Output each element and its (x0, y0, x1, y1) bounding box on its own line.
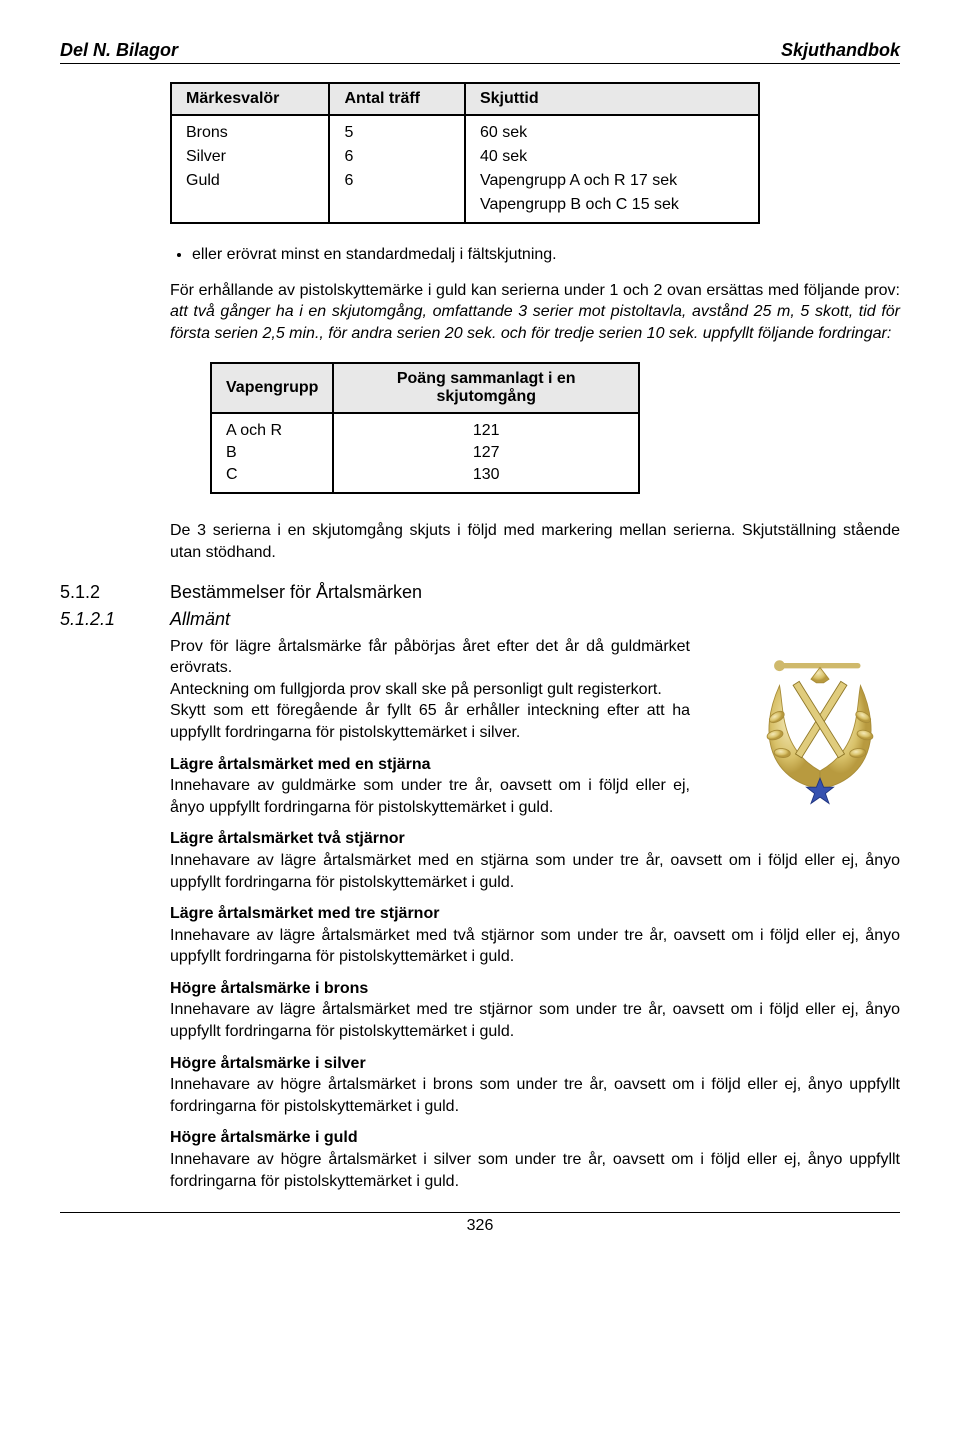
table-row: C 130 (211, 464, 639, 493)
allmant-p2: Anteckning om fullgjorda prov skall ske … (170, 679, 690, 701)
table-row: A och R 121 (211, 413, 639, 442)
t2-h0: Vapengrupp (211, 363, 333, 413)
table-row: B 127 (211, 442, 639, 464)
t1-h2: Skjuttid (465, 83, 759, 115)
paragraph-note: De 3 serierna i en skjutomgång skjuts i … (170, 520, 900, 563)
table-row: Guld 6 Vapengrupp A och R 17 sek (171, 169, 759, 193)
bullet-item: eller erövrat minst en standardmedalj i … (192, 244, 900, 266)
bullet-list: eller erövrat minst en standardmedalj i … (170, 244, 900, 266)
section-5-1-2: 5.1.2 Bestämmelser för Årtalsmärken (60, 582, 900, 603)
table-markesvalor: Märkesvalör Antal träff Skjuttid Brons 5… (170, 82, 760, 224)
heading-guld: Högre årtalsmärke i guld (170, 1127, 900, 1149)
header-left: Del N. Bilagor (60, 40, 178, 61)
page-header: Del N. Bilagor Skjuthandbok (60, 40, 900, 64)
table-vapengrupp: Vapengrupp Poäng sammanlagt i en skjutom… (210, 362, 640, 494)
body-1star: Innehavare av guldmärke som under tre år… (170, 775, 690, 818)
header-right: Skjuthandbok (781, 40, 900, 61)
t2-h1: Poäng sammanlagt i en skjutomgång (333, 363, 639, 413)
section-number: 5.1.2.1 (60, 609, 170, 630)
body-brons: Innehavare av lägre årtalsmärket med tre… (170, 999, 900, 1042)
heading-brons: Högre årtalsmärke i brons (170, 978, 900, 1000)
body-silver: Innehavare av högre årtalsmärket i brons… (170, 1074, 900, 1117)
body-guld: Innehavare av högre årtalsmärket i silve… (170, 1149, 900, 1192)
section-title: Allmänt (170, 609, 900, 630)
heading-3star: Lägre årtalsmärket med tre stjärnor (170, 903, 900, 925)
heading-1star: Lägre årtalsmärket med en stjärna (170, 754, 690, 776)
page-number: 326 (467, 1217, 494, 1234)
badge-image (730, 636, 910, 821)
page-footer: 326 (60, 1212, 900, 1235)
allmant-p3: Skytt som ett föregående år fyllt 65 år … (170, 700, 690, 743)
section-number: 5.1.2 (60, 582, 170, 603)
allmant-p1: Prov för lägre årtalsmärke får påbörjas … (170, 636, 690, 679)
t1-h1: Antal träff (329, 83, 465, 115)
paragraph-prov: För erhållande av pistolskyttemärke i gu… (170, 280, 900, 345)
section-5-1-2-1: 5.1.2.1 Allmänt (60, 609, 900, 630)
heading-2star: Lägre årtalsmärket två stjärnor (170, 828, 900, 850)
table-row: Vapengrupp B och C 15 sek (171, 193, 759, 223)
table-row: Brons 5 60 sek (171, 115, 759, 145)
body-2star: Innehavare av lägre årtalsmärket med en … (170, 850, 900, 893)
wreath-badge-icon (730, 636, 910, 816)
t1-h0: Märkesvalör (171, 83, 329, 115)
heading-silver: Högre årtalsmärke i silver (170, 1053, 900, 1075)
body-3star: Innehavare av lägre årtalsmärket med två… (170, 925, 900, 968)
section-title: Bestämmelser för Årtalsmärken (170, 582, 900, 603)
table-row: Silver 6 40 sek (171, 145, 759, 169)
